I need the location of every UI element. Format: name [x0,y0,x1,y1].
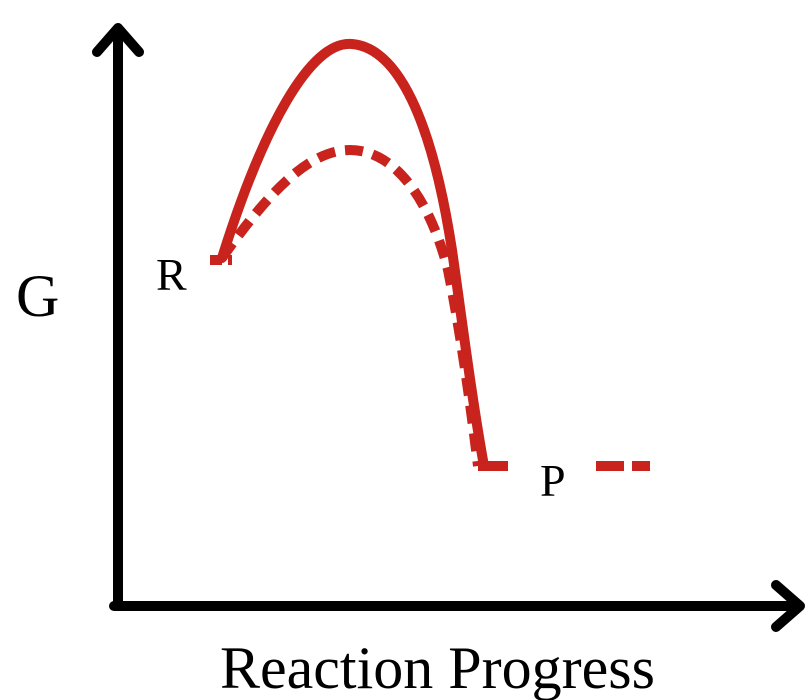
y-axis-label: G [16,263,59,329]
reactant-label: R [156,249,187,300]
x-axis-label: Reaction Progress [220,635,655,700]
product-label: P [540,455,566,506]
y-axis-arrowhead [92,23,144,57]
x-axis-arrowhead [771,580,805,632]
